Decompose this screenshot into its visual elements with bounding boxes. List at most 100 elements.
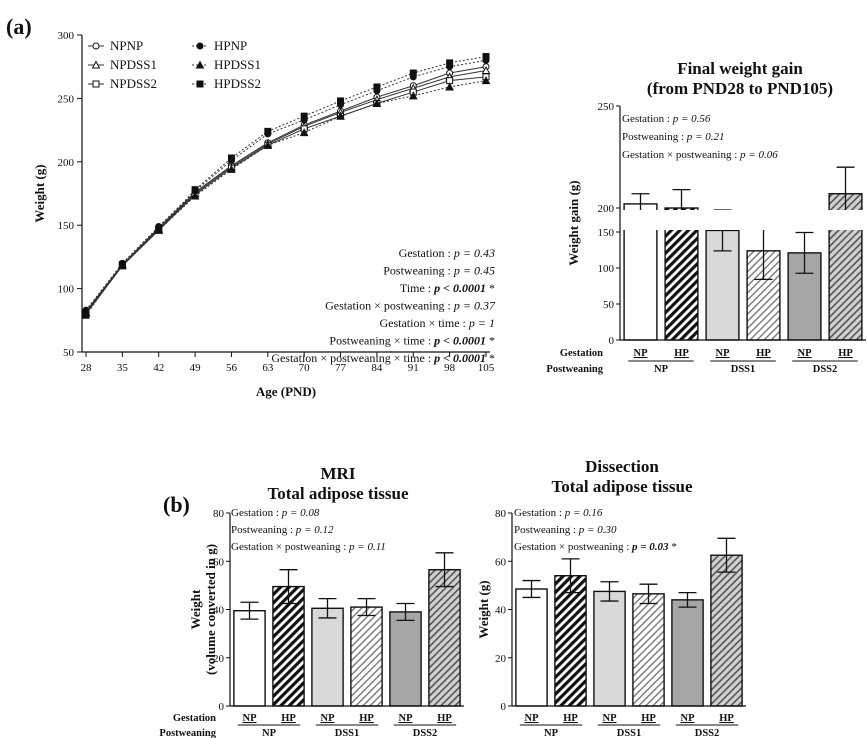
x-tick-label: 35 [117,362,129,374]
category-label: HP [437,713,452,724]
x-axis-title: Age (PND) [256,384,316,399]
data-point-hpdss1 [227,164,236,173]
x-tick-label: 28 [81,362,93,374]
legend-marker [195,60,205,69]
stat-line: Gestation : p = 0.56 [622,113,711,125]
y-axis-title: Weight gain (g) [566,180,581,265]
x-tick-label: 70 [299,362,311,374]
category-label: NP [603,713,618,724]
y-tick-label: 250 [58,93,75,105]
x-tick-label: 84 [371,362,383,374]
bar [233,610,266,707]
category-label: NP [243,713,258,724]
legend-marker [92,80,100,88]
legend-label-hpdss2: HPDSS2 [214,76,261,91]
legend-label-npdss1: NPDSS1 [110,57,157,72]
legend-label-hpnp: HPNP [214,38,247,53]
legend-marker [92,42,100,50]
category-label: NP [399,713,414,724]
stat-line: Time : p < 0.0001 * [400,281,495,295]
data-point-hpdss2 [82,311,90,319]
stat-line: Gestation × postweaning : p = 0.37 [325,299,496,313]
x-tick-label: 91 [408,362,419,374]
row-label-postweaning: Postweaning [159,728,216,738]
group-label: NP [544,728,559,738]
data-point-hpdss1 [299,128,309,137]
stat-line: Gestation × postweaning : p = 0.03 * [514,541,677,553]
chart-subtitle: Total adipose tissue [267,484,409,503]
y-axis-title: Weight (g) [476,580,491,638]
group-label: DSS2 [695,728,720,738]
x-tick-label: 56 [226,362,238,374]
category-label: NP [525,713,540,724]
data-point-hpdss1 [336,111,345,120]
bar [428,568,461,707]
y-tick-label: 20 [495,653,507,665]
data-point-hpdss1 [445,82,454,91]
bar [671,599,704,707]
stat-line: Gestation × postweaning : p = 0.11 [231,541,386,553]
bar [311,607,344,707]
row-label-gestation: Gestation [560,348,603,359]
series-line-hpnp [85,59,487,311]
y-axis-subtitle: (volume converted in g) [203,544,218,675]
y-tick-label: 60 [213,556,225,568]
y-tick-label: 20 [213,653,225,665]
y-axis-title: Weight [188,589,203,629]
y-tick-label: 200 [58,157,75,169]
y-tick-label: 0 [501,701,507,713]
x-tick-label: 98 [444,362,456,374]
bar [593,590,626,707]
legend-marker [196,42,204,50]
y-tick-label: 200 [598,203,615,215]
stat-line: Gestation : p = 0.43 [399,246,495,260]
chart-subtitle: Total adipose tissue [551,477,693,496]
group-label: DSS1 [335,728,360,738]
group-label: DSS1 [731,364,756,375]
group-label: NP [262,728,277,738]
bar [632,593,665,707]
group-label: DSS2 [813,364,838,375]
group-label: DSS2 [413,728,438,738]
category-label: HP [281,713,296,724]
data-point-hpdss2 [409,69,417,77]
data-point-hpdss2 [446,59,454,67]
y-tick-label: 40 [213,605,225,617]
y-tick-label: 40 [495,605,507,617]
y-tick-label: 250 [598,101,615,113]
row-label-gestation: Gestation [173,713,216,724]
stat-line: Postweaning : p = 0.45 [383,264,495,278]
y-tick-label: 150 [58,220,75,232]
series-line-hpdss1 [85,80,487,313]
category-label: HP [756,348,771,359]
chart-subtitle: (from PND28 to PND105) [647,79,833,98]
data-point-hpdss1 [190,191,200,200]
bar [554,575,587,707]
data-point-hpdss2 [155,225,163,233]
data-point-hpdss2 [300,112,308,120]
data-point-hpdss2 [264,127,272,135]
y-tick-label: 50 [603,299,615,311]
series-line-hpdss2 [85,56,487,316]
x-tick-label: 77 [335,362,347,374]
stat-line: Postweaning × time : p < 0.0001 * [329,334,495,348]
group-label: DSS1 [617,728,642,738]
x-tick-label: 105 [478,362,495,374]
stat-line: Gestation : p = 0.16 [514,507,603,519]
data-point-hpdss2 [373,83,381,91]
data-point-hpdss1 [372,98,382,107]
legend-label-npdss2: NPDSS2 [110,76,157,91]
data-point-hpdss1 [408,91,418,100]
data-point-hpdss1 [263,140,273,149]
data-point-hpdss2 [118,261,126,269]
data-point-hpdss2 [482,53,490,61]
bar [515,588,548,707]
data-point-hpdss2 [227,154,235,162]
x-tick-label: 42 [153,362,164,374]
category-label: NP [681,713,696,724]
category-label: HP [838,348,853,359]
category-label: NP [321,713,336,724]
stat-line: Gestation : p = 0.08 [231,507,320,519]
